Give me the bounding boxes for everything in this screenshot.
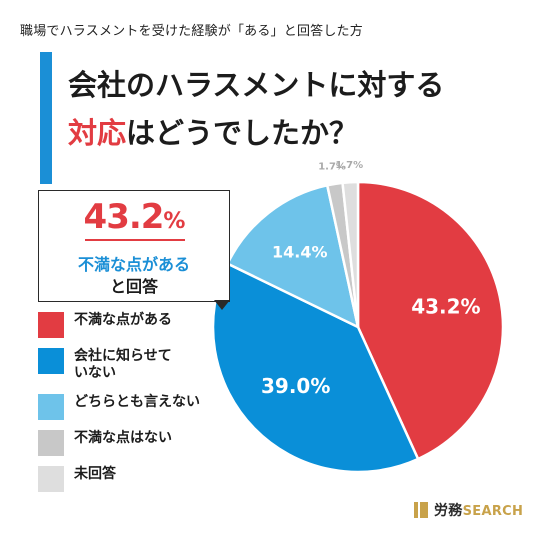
pie-slice-1	[356, 180, 505, 461]
brand-logo: 労務SEARCH	[414, 500, 523, 520]
pie-slice-3	[225, 183, 360, 330]
legend-label-3: どちらとも言えない	[74, 394, 200, 410]
pie-slice-label-1: 43.2%	[411, 294, 480, 318]
pie-slice-label-3: 14.4%	[272, 242, 328, 261]
legend-label-2: 会社に知らせて いない	[74, 348, 172, 381]
title-accent-bar	[40, 52, 52, 184]
legend-swatch-2	[38, 348, 64, 374]
title-highlight: 対応	[68, 116, 127, 150]
pie-slice-5	[341, 180, 360, 328]
title-line-2: 対応はどうでしたか？	[68, 110, 358, 152]
callout-box: 43.2% 不満な点がある と回答	[38, 190, 230, 302]
legend-swatch-4	[38, 430, 64, 456]
callout-underline	[85, 239, 185, 241]
legend-item-1: 不満な点がある	[38, 312, 172, 338]
pie-slice-label-5: 1.7%	[335, 160, 363, 171]
legend-item-5: 未回答	[38, 466, 116, 492]
legend-label-4: 不満な点はない	[74, 430, 172, 446]
title-line-1: 会社のハラスメントに対する	[68, 68, 445, 102]
callout-unit: %	[163, 209, 185, 234]
legend-label-5: 未回答	[74, 466, 116, 482]
legend-swatch-1	[38, 312, 64, 338]
callout-line-1: 不満な点がある	[77, 255, 190, 274]
legend-item-2: 会社に知らせて いない	[38, 348, 172, 382]
pie-slice-labels: 43.2% 39.0% 14.4% 1.7%1.7%	[261, 160, 481, 398]
legend-swatch-3	[38, 394, 64, 420]
brand-suffix: SEARCH	[462, 504, 524, 519]
legend-item-4: 不満な点はない	[38, 430, 172, 456]
callout-value: 43.2%	[39, 197, 229, 237]
title-line-2-rest: はどうでしたか？	[126, 116, 359, 150]
brand-name: 労務	[434, 503, 463, 519]
callout-number: 43.2	[83, 197, 165, 237]
pie-slice-label-2: 39.0%	[261, 374, 330, 398]
brand-text: 労務SEARCH	[434, 500, 523, 520]
legend-item-3: どちらとも言えない	[38, 394, 200, 420]
callout-line-2: と回答	[109, 277, 158, 296]
callout-pointer	[214, 300, 230, 310]
legend-label-1: 不満な点がある	[74, 312, 172, 328]
brand-book-icon	[414, 502, 428, 518]
legend-swatch-5	[38, 466, 64, 492]
pie-slices	[211, 180, 505, 474]
pie-slice-label-4: 1.7%	[318, 162, 346, 173]
subtitle: 職場でハラスメントを受けた経験が「ある」と回答した方	[20, 24, 363, 39]
